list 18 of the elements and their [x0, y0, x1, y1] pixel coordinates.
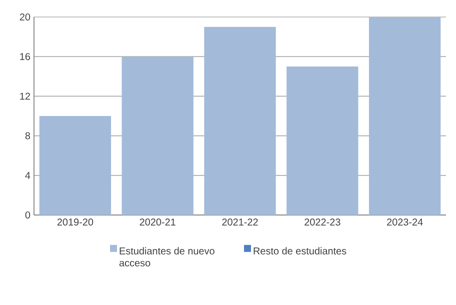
x-tick-label: 2022-23 — [304, 218, 340, 226]
x-tick-label: 2020-21 — [140, 218, 176, 226]
legend-label: Estudiantes de nuevo acceso — [119, 247, 214, 266]
x-tick-label: 2021-22 — [222, 218, 258, 226]
y-tick-label: 12 — [20, 92, 30, 100]
bar — [39, 116, 112, 215]
bar — [286, 66, 358, 215]
bar — [122, 56, 194, 215]
y-tick-label: 0 — [25, 211, 30, 219]
bar — [368, 17, 441, 215]
bar — [204, 26, 276, 215]
y-tick-label: 20 — [20, 13, 30, 21]
x-tick-label: 2019-20 — [57, 218, 94, 226]
y-tick-label: 16 — [20, 53, 30, 60]
x-tick-label: 2023-24 — [387, 218, 423, 226]
y-tick-label: 4 — [25, 172, 30, 179]
y-tick-label: 8 — [25, 132, 30, 140]
legend-label: Resto de estudiantes — [254, 247, 346, 254]
